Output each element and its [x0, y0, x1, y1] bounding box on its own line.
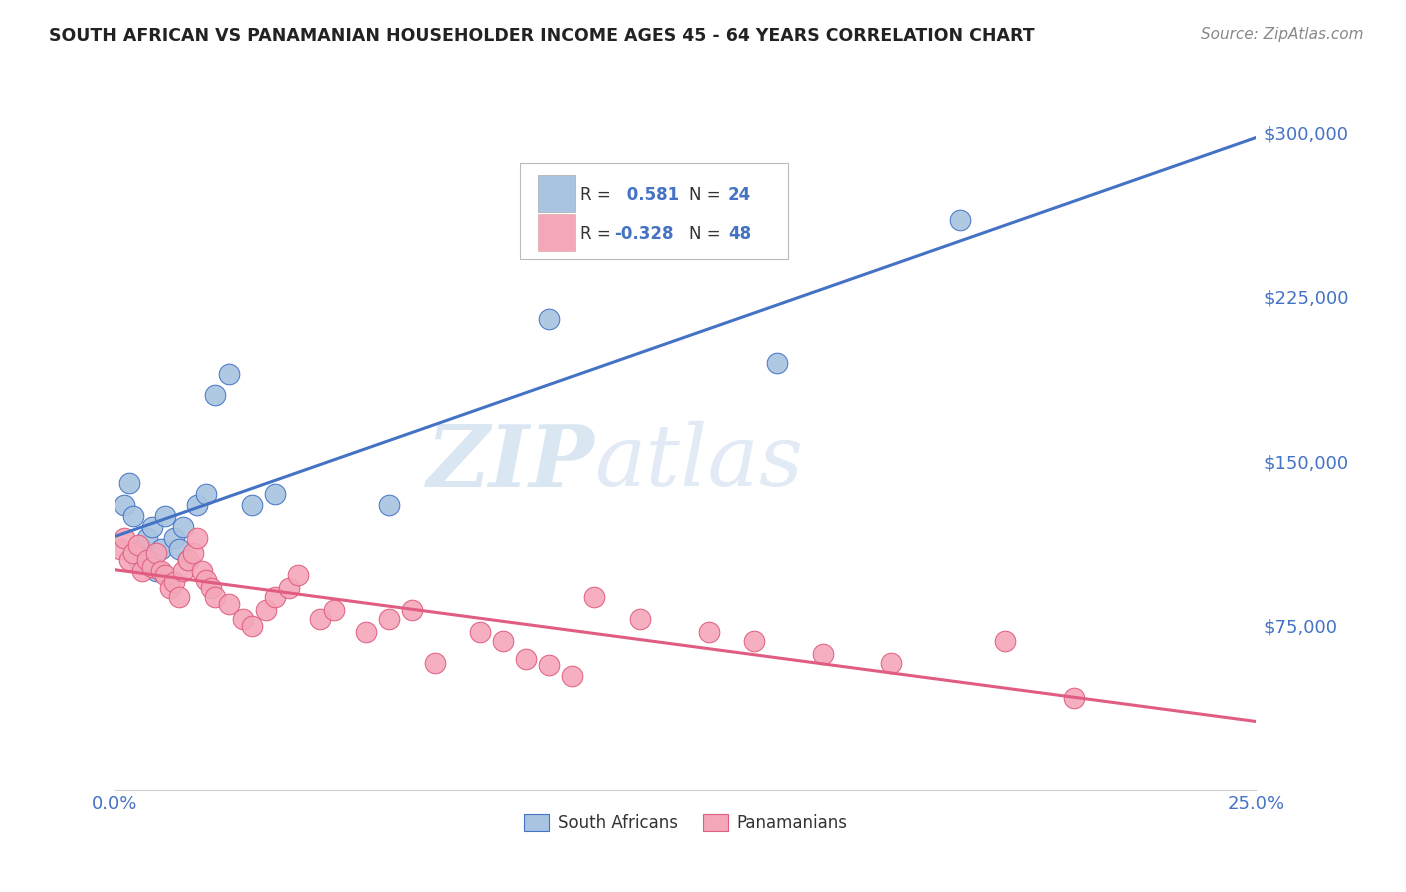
- Point: [167, 591, 190, 605]
- Text: -0.328: -0.328: [614, 225, 673, 243]
- Point: [118, 553, 141, 567]
- Point: [177, 553, 200, 567]
- Point: [240, 498, 263, 512]
- Point: [470, 625, 492, 640]
- Point: [131, 564, 153, 578]
- Point: [583, 591, 606, 605]
- Point: [537, 311, 560, 326]
- Point: [145, 564, 167, 578]
- Text: 48: 48: [728, 225, 751, 243]
- Point: [141, 559, 163, 574]
- Point: [263, 591, 285, 605]
- Point: [949, 213, 972, 227]
- Point: [112, 498, 135, 512]
- Point: [167, 541, 190, 556]
- Point: [1063, 691, 1085, 706]
- Point: [766, 355, 789, 369]
- Point: [195, 573, 218, 587]
- Point: [515, 651, 537, 665]
- Point: [108, 541, 131, 556]
- Point: [287, 568, 309, 582]
- Text: R =: R =: [579, 225, 616, 243]
- Point: [492, 634, 515, 648]
- Point: [141, 520, 163, 534]
- Point: [277, 582, 299, 596]
- Point: [181, 546, 204, 560]
- FancyBboxPatch shape: [538, 214, 575, 252]
- Point: [401, 603, 423, 617]
- Point: [204, 591, 226, 605]
- Point: [378, 498, 401, 512]
- Text: N =: N =: [689, 186, 725, 203]
- Point: [254, 603, 277, 617]
- Point: [163, 574, 186, 589]
- Point: [232, 612, 254, 626]
- Point: [127, 553, 149, 567]
- Point: [994, 634, 1017, 648]
- Point: [159, 582, 181, 596]
- Point: [218, 367, 240, 381]
- Point: [423, 656, 446, 670]
- Point: [145, 546, 167, 560]
- Text: SOUTH AFRICAN VS PANAMANIAN HOUSEHOLDER INCOME AGES 45 - 64 YEARS CORRELATION CH: SOUTH AFRICAN VS PANAMANIAN HOUSEHOLDER …: [49, 27, 1035, 45]
- Point: [378, 612, 401, 626]
- Text: Source: ZipAtlas.com: Source: ZipAtlas.com: [1201, 27, 1364, 42]
- Point: [309, 612, 332, 626]
- Point: [112, 531, 135, 545]
- FancyBboxPatch shape: [520, 163, 789, 260]
- Point: [323, 603, 346, 617]
- Point: [697, 625, 720, 640]
- Point: [173, 520, 195, 534]
- Point: [218, 597, 240, 611]
- Point: [122, 509, 145, 524]
- Point: [118, 476, 141, 491]
- Point: [155, 568, 177, 582]
- Point: [136, 553, 159, 567]
- Point: [131, 541, 153, 556]
- Point: [204, 388, 226, 402]
- Point: [122, 546, 145, 560]
- Legend: South Africans, Panamanians: South Africans, Panamanians: [517, 807, 853, 839]
- FancyBboxPatch shape: [538, 175, 575, 211]
- Point: [811, 647, 834, 661]
- Point: [195, 487, 218, 501]
- Point: [200, 582, 222, 596]
- Point: [561, 669, 583, 683]
- Point: [155, 509, 177, 524]
- Point: [186, 531, 208, 545]
- Point: [163, 531, 186, 545]
- Point: [136, 531, 159, 545]
- Point: [742, 634, 765, 648]
- Text: ZIP: ZIP: [426, 421, 595, 504]
- Point: [127, 538, 149, 552]
- Text: R =: R =: [579, 186, 616, 203]
- Point: [149, 564, 172, 578]
- Point: [186, 498, 208, 512]
- Text: 0.581: 0.581: [620, 186, 679, 203]
- Text: N =: N =: [689, 225, 725, 243]
- Point: [537, 658, 560, 673]
- Point: [263, 487, 285, 501]
- Text: atlas: atlas: [595, 421, 803, 504]
- Point: [177, 553, 200, 567]
- Point: [190, 564, 212, 578]
- Point: [240, 619, 263, 633]
- Text: 24: 24: [728, 186, 751, 203]
- Point: [173, 564, 195, 578]
- Point: [354, 625, 377, 640]
- Point: [149, 541, 172, 556]
- Point: [628, 612, 651, 626]
- Point: [880, 656, 903, 670]
